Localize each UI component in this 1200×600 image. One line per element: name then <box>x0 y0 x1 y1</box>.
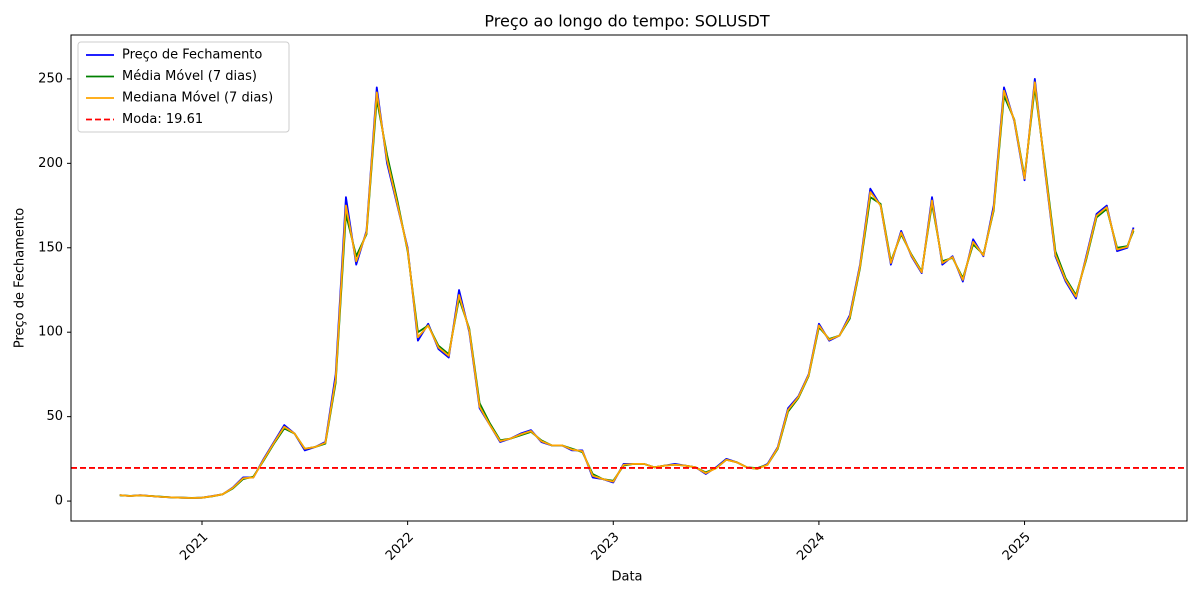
y-tick-label: 200 <box>38 156 63 171</box>
x-tick-label: 2022 <box>383 530 417 564</box>
legend-label: Preço de Fechamento <box>122 48 262 63</box>
chart-title: Preço ao longo do tempo: SOLUSDT <box>484 12 769 31</box>
y-axis-label: Preço de Fechamento <box>13 208 28 348</box>
x-axis-label: Data <box>611 570 642 585</box>
y-tick-label: 150 <box>38 240 63 255</box>
legend-label: Moda: 19.61 <box>122 112 203 127</box>
series-line <box>119 86 1135 499</box>
legend-box <box>77 41 290 133</box>
series-line <box>119 81 1135 499</box>
y-tick-label: 50 <box>46 409 63 424</box>
legend-label: Média Móvel (7 dias) <box>122 69 257 84</box>
y-tick-label: 0 <box>55 494 63 509</box>
x-tick-label: 2021 <box>177 530 211 564</box>
x-tick-label: 2024 <box>794 530 828 564</box>
x-tick-label: 2025 <box>1000 530 1034 564</box>
y-tick-label: 100 <box>38 325 63 340</box>
plot-frame <box>70 34 1188 522</box>
legend-label: Mediana Móvel (7 dias) <box>122 91 273 106</box>
series-line <box>119 78 1135 499</box>
y-tick-label: 250 <box>38 71 63 86</box>
x-tick-label: 2023 <box>589 530 623 564</box>
